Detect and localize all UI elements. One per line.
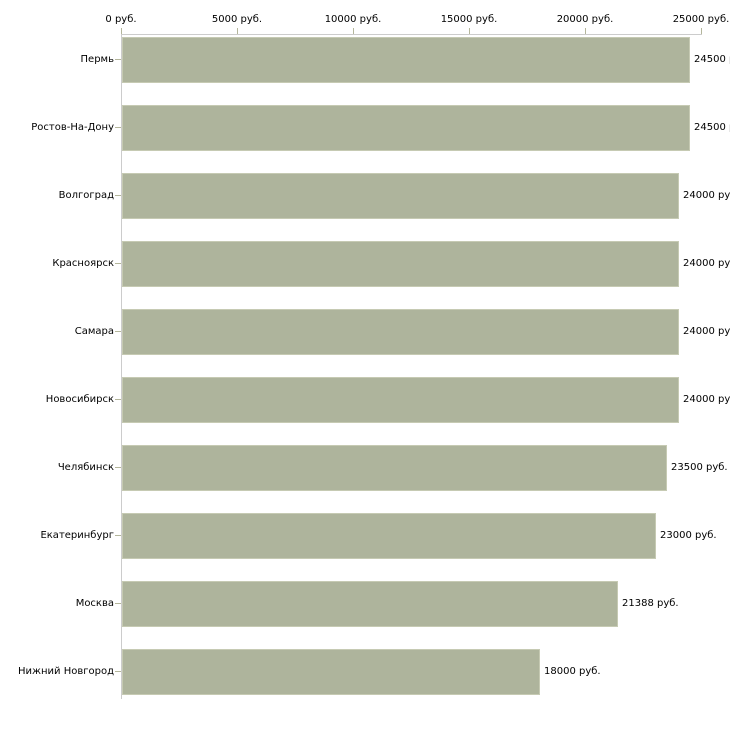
x-axis-tick-mark [469,28,470,34]
category-label: Ростов-На-Дону [31,122,114,133]
category-label: Красноярск [52,258,114,269]
category-tick-mark [115,127,121,128]
bar [122,309,679,355]
category-tick-mark [115,671,121,672]
category-tick-mark [115,535,121,536]
bar [122,377,679,423]
value-label: 24500 руб. [694,54,730,65]
category-label: Екатеринбург [40,530,114,541]
category-tick-mark [115,399,121,400]
x-axis-tick-label: 5000 руб. [211,14,263,25]
x-axis-tick-mark [353,28,354,34]
x-axis-tick-label: 20000 руб. [556,14,614,25]
bar [122,37,690,83]
x-axis-tick-label: 0 руб. [105,14,137,25]
value-label: 24000 руб. [683,190,730,201]
bar [122,173,679,219]
x-axis-tick-mark [701,28,702,34]
x-axis-tick-mark [585,28,586,34]
category-label: Самара [74,326,114,337]
bar [122,445,667,491]
x-axis-line [121,34,702,35]
bar [122,649,540,695]
category-tick-mark [115,603,121,604]
value-label: 24500 руб. [694,122,730,133]
value-label: 18000 руб. [544,666,601,677]
value-label: 23500 руб. [671,462,728,473]
x-axis-tick-label: 10000 руб. [324,14,382,25]
category-label: Челябинск [57,462,114,473]
y-axis-line [121,34,122,699]
bar [122,105,690,151]
bar [122,513,656,559]
bar [122,581,618,627]
value-label: 24000 руб. [683,258,730,269]
value-label: 23000 руб. [660,530,717,541]
category-label: Нижний Новгород [17,666,114,677]
value-label: 24000 руб. [683,326,730,337]
category-tick-mark [115,331,121,332]
x-axis-tick-mark [121,28,122,34]
category-label: Москва [75,598,114,609]
category-tick-mark [115,467,121,468]
value-label: 21388 руб. [622,598,679,609]
value-label: 24000 руб. [683,394,730,405]
category-tick-mark [115,195,121,196]
x-axis-tick-label: 15000 руб. [440,14,498,25]
category-label: Новосибирск [45,394,114,405]
category-tick-mark [115,59,121,60]
category-label: Волгоград [58,190,114,201]
category-label: Пермь [80,54,114,65]
x-axis-tick-label: 25000 руб. [672,14,730,25]
category-tick-mark [115,263,121,264]
x-axis-tick-mark [237,28,238,34]
bar [122,241,679,287]
